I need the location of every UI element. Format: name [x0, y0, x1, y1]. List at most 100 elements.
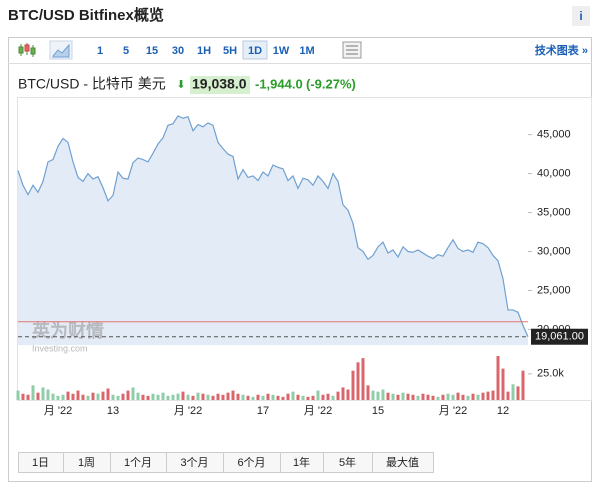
volume-bar — [156, 394, 160, 400]
range-button[interactable] — [372, 452, 434, 473]
interval-button[interactable]: 15 — [146, 45, 158, 57]
volume-bar — [366, 385, 370, 400]
interval-button[interactable]: 1H — [197, 45, 211, 57]
volume-bar — [386, 392, 390, 400]
info-button[interactable] — [572, 6, 590, 26]
down-arrow: ⬇ — [176, 79, 185, 91]
range-label[interactable]: 1个月 — [124, 456, 152, 469]
volume-bar — [86, 395, 90, 400]
volume-bar — [126, 390, 130, 400]
volume-bar — [486, 391, 490, 400]
volume-bar — [376, 391, 380, 400]
volume-bar — [426, 394, 430, 400]
x-tick-label: 12 — [497, 405, 509, 417]
range-label[interactable]: 1年 — [293, 455, 310, 469]
chart-link[interactable]: 技术图表 » — [535, 43, 588, 57]
volume-bar — [36, 392, 40, 400]
volume-bar — [356, 362, 360, 400]
volume-bar — [521, 370, 525, 400]
volume-bar — [51, 393, 55, 400]
price-box — [190, 76, 250, 94]
volume-bar — [76, 390, 80, 400]
x-tick-label: 月 '22 — [304, 405, 332, 417]
x-tick-label: 17 — [257, 405, 269, 417]
volume-bar — [466, 395, 470, 400]
volume-bar — [481, 392, 485, 400]
volume-bar — [381, 389, 385, 400]
volume-bar — [106, 388, 110, 400]
quote-change-pct: (-9.27%) — [306, 76, 356, 91]
volume-bar — [201, 393, 205, 400]
info-icon[interactable]: i — [579, 9, 582, 23]
range-label[interactable]: 1周 — [78, 456, 95, 469]
volume-bar — [271, 394, 275, 400]
interval-button[interactable]: 5H — [223, 45, 237, 57]
interval-active[interactable] — [242, 40, 268, 60]
interval-button[interactable]: 30 — [172, 45, 184, 57]
settings-icon-lines — [346, 45, 358, 55]
volume-bar — [411, 394, 415, 400]
volume-bar — [281, 396, 285, 400]
y-tick-label: 25,000 — [537, 284, 571, 296]
volume-bar — [311, 395, 315, 400]
volume-bar — [446, 393, 450, 400]
quote-change: -1,944.0 — [255, 76, 303, 91]
volume-bar — [406, 393, 410, 400]
interval-button[interactable]: 1D — [248, 45, 262, 57]
volume-bar — [41, 387, 45, 400]
volume-bar — [261, 395, 265, 400]
volume-bar — [196, 392, 200, 400]
volume-bar — [166, 395, 170, 400]
candle-icon[interactable] — [18, 43, 36, 57]
volume-bar — [66, 391, 70, 400]
volume-bar — [61, 394, 65, 400]
volume-bar — [451, 394, 455, 400]
volume-bar — [206, 394, 210, 400]
volume-bar — [276, 395, 280, 400]
volume-bar — [251, 396, 255, 400]
volume-tick-label: 25.0k — [537, 368, 564, 380]
volume-bar — [491, 390, 495, 400]
volume-bar — [291, 391, 295, 400]
volume-bar — [456, 392, 460, 400]
volume-bar — [346, 389, 350, 400]
range-label[interactable]: 5年 — [339, 455, 356, 469]
range-label[interactable]: 最大值 — [386, 455, 419, 469]
volume-bar — [351, 370, 355, 400]
volume-bar — [101, 391, 105, 400]
volume-bar — [26, 394, 30, 400]
volume-bar — [341, 387, 345, 400]
volume-bar — [131, 387, 135, 400]
x-tick-label: 月 '22 — [174, 405, 202, 417]
volume-bar — [151, 393, 155, 400]
range-label[interactable]: 3个月 — [180, 456, 208, 469]
volume-bar — [141, 394, 145, 400]
interval-button[interactable]: 1W — [273, 45, 290, 57]
interval-button[interactable]: 1 — [97, 45, 103, 57]
volume-bar — [226, 392, 230, 400]
volume-bar — [186, 394, 190, 400]
chart-frame — [17, 97, 592, 401]
volume-bar — [321, 394, 325, 400]
volume-bar — [116, 395, 120, 400]
range-label[interactable]: 6个月 — [237, 456, 265, 469]
volume-bar — [316, 390, 320, 400]
volume-bar — [511, 384, 515, 400]
volume-bar — [96, 393, 100, 400]
volume-bar — [421, 393, 425, 400]
range-label[interactable]: 1日 — [32, 457, 49, 469]
volume-bar — [326, 393, 330, 400]
volume-bar — [266, 393, 270, 400]
interval-button[interactable]: 5 — [123, 45, 129, 57]
y-tick-label: 40,000 — [537, 167, 571, 179]
volume-bar — [216, 393, 220, 400]
x-tick-label: 13 — [107, 405, 119, 417]
volume-bar — [171, 394, 175, 400]
interval-button[interactable]: 1M — [299, 45, 314, 57]
volume-bar — [331, 395, 335, 400]
volume-bar — [111, 394, 115, 400]
volume-bar — [431, 395, 435, 400]
last-price-box — [531, 328, 588, 345]
volume-bar — [21, 393, 25, 400]
volume-bar — [181, 391, 185, 400]
